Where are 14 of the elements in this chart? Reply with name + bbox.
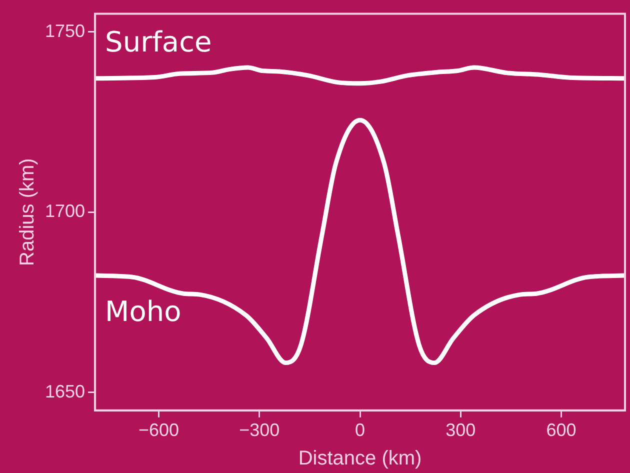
x-tick-label: −300 <box>239 420 280 440</box>
x-tick-label: −600 <box>138 420 180 440</box>
series-label: Surface <box>105 26 212 59</box>
y-tick-label: 1650 <box>44 381 86 402</box>
series-label: Moho <box>105 294 182 328</box>
line-series <box>95 118 625 366</box>
x-tick-label: 600 <box>546 420 576 440</box>
y-tick-label: 1700 <box>44 201 86 222</box>
y-tick-label: 1750 <box>44 20 86 41</box>
x-axis-title: Distance (km) <box>298 448 422 470</box>
x-tick-label: 300 <box>446 420 476 440</box>
y-axis-title: Radius (km) <box>16 158 39 266</box>
line-series <box>95 65 625 86</box>
x-tick-label: 0 <box>355 420 366 440</box>
